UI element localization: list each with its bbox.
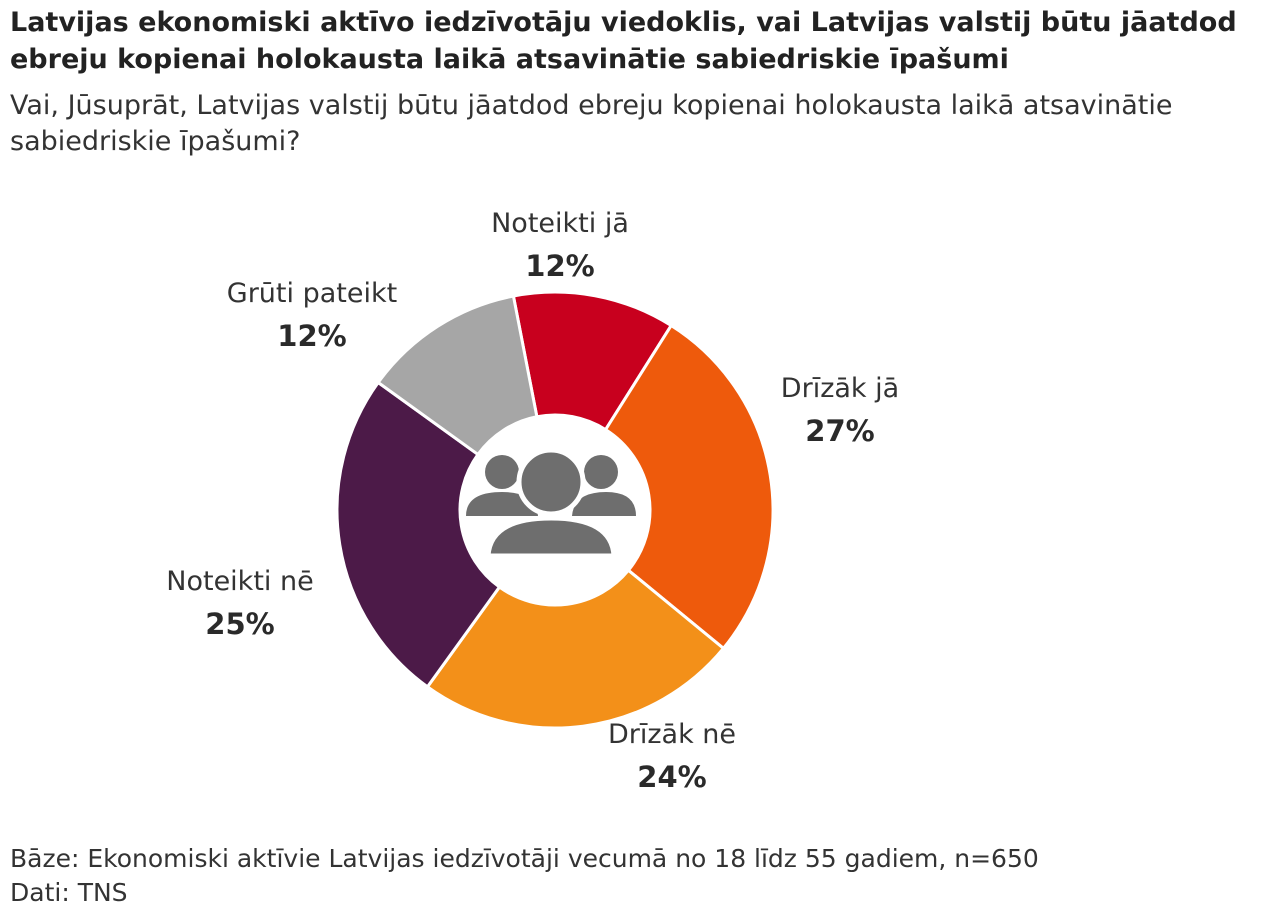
chart-title: Latvijas ekonomiski aktīvo iedzīvotāju v… [10,7,1237,75]
chart-subtitle: Vai, Jūsuprāt, Latvijas valstij būtu jāa… [10,90,1173,157]
slice-value-gruti-pateikt: 12% [277,319,346,353]
slice-value-drizak-ne: 24% [637,760,706,794]
slice-label-noteikti-ne: Noteikti nē [166,566,313,597]
slice-value-noteikti-ne: 25% [205,607,274,641]
slice-value-drizak-ja: 27% [805,414,874,448]
slice-label-drizak-ja: Drīzāk jā [781,373,899,404]
group-of-people-icon [466,447,636,559]
slice-label-noteikti-ja: Noteikti jā [491,208,629,239]
chart-footer: Bāze: Ekonomiski aktīvie Latvijas iedzīv… [10,842,1275,910]
source-note: Dati: TNS [10,878,128,907]
slice-value-noteikti-ja: 12% [525,249,594,283]
slice-label-drizak-ne: Drīzāk nē [608,719,736,750]
slice-label-gruti-pateikt: Grūti pateikt [227,278,397,309]
base-note: Bāze: Ekonomiski aktīvie Latvijas iedzīv… [10,844,1039,873]
